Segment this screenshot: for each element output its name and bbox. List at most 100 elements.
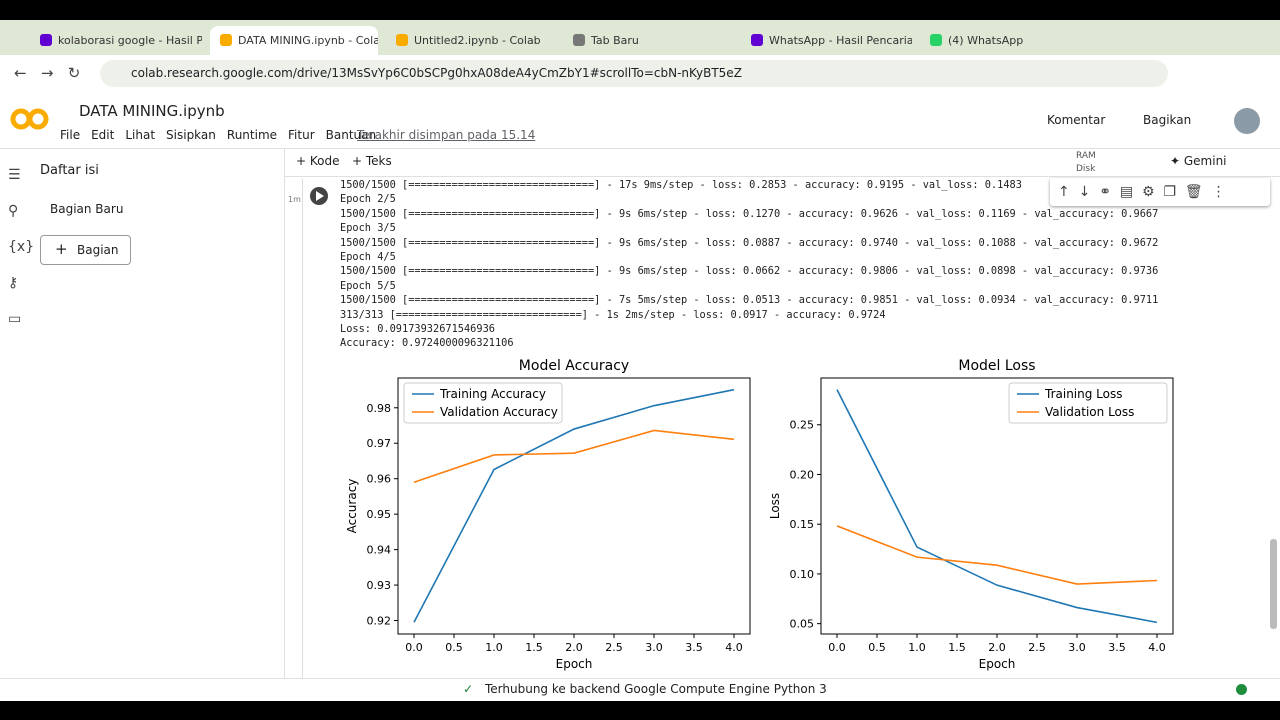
menu-item[interactable]: Lihat <box>125 128 156 142</box>
omnibox[interactable]: colab.research.google.com/drive/13MsSvYp… <box>100 60 1168 87</box>
x-tick-label: 4.0 <box>725 641 743 654</box>
tab[interactable]: WhatsApp - Hasil Pencaria <box>741 26 912 50</box>
plus-icon: + <box>55 240 68 258</box>
cell-border <box>302 179 303 678</box>
add-text-label: Teks <box>365 154 392 168</box>
menu-item[interactable]: Edit <box>91 128 115 142</box>
output-line: 1500/1500 [=============================… <box>340 236 1159 249</box>
tab-icon <box>40 34 52 46</box>
x-tick-label: 0.5 <box>445 641 463 654</box>
tab-title: DATA MINING.ipynb - Cola <box>238 34 378 47</box>
check-icon: ✓ <box>463 682 474 696</box>
y-tick-label: 0.94 <box>367 544 392 557</box>
tab-icon <box>930 34 942 46</box>
divider <box>0 148 1280 149</box>
comment-button[interactable]: Komentar <box>1047 113 1106 127</box>
legend-label: Training Accuracy <box>439 387 546 401</box>
x-tick-label: 2.0 <box>565 641 583 654</box>
legend-box <box>1008 382 1168 424</box>
share-button[interactable]: Bagikan <box>1143 113 1192 127</box>
add-text[interactable]: + Teks <box>352 154 392 168</box>
output-line: Accuracy: 0.9724000096321106 <box>340 337 514 350</box>
tab-icon <box>396 34 408 46</box>
tab-title: kolaborasi google - Hasil P <box>58 34 202 47</box>
y-tick-label: 0.93 <box>367 579 392 592</box>
tab[interactable]: Untitled2.ipynb - Colab <box>386 26 555 50</box>
line-series <box>836 525 1158 585</box>
status-dot <box>1236 684 1247 695</box>
menu-item[interactable]: Sisipkan <box>166 128 216 142</box>
scrollbar[interactable] <box>1270 539 1277 629</box>
add-section[interactable]: Bagian + <box>40 235 131 265</box>
output-line: Loss: 0.09173932671546936 <box>340 323 495 336</box>
x-tick-label: 1.0 <box>485 641 503 654</box>
avatar[interactable] <box>1234 108 1260 134</box>
plot-frame <box>820 377 1174 635</box>
run-button[interactable] <box>308 185 330 207</box>
menu-item[interactable]: Runtime <box>226 128 278 142</box>
output-line: 1500/1500 [=============================… <box>340 179 1022 191</box>
y-tick-label: 0.96 <box>367 473 392 486</box>
tab[interactable]: kolaborasi google - Hasil P <box>30 26 202 50</box>
tab-icon <box>751 34 763 46</box>
cell-toolbar[interactable]: ↑ ↓ ⚭ ▤ ⚙ ❐ 🗑 ⋮ <box>1050 178 1270 206</box>
disk: Disk <box>1076 164 1096 174</box>
tab-icon <box>220 34 232 46</box>
y-tick-label: 0.20 <box>790 468 815 481</box>
x-axis-label: Epoch <box>556 657 593 671</box>
tab[interactable]: DATA MINING.ipynb - Cola <box>210 26 378 55</box>
y-tick-label: 0.97 <box>367 437 392 450</box>
output-line: Epoch 5/5 <box>340 279 396 292</box>
saved-status[interactable]: Terakhir disimpan pada 15.14 <box>357 128 536 142</box>
x-tick-label: 4.0 <box>1148 641 1166 654</box>
x-tick-label: 1.5 <box>948 641 966 654</box>
add-section-label: Bagian <box>77 243 119 257</box>
url: colab.research.google.com/drive/13MsSvYp… <box>131 66 742 80</box>
sidebar: Daftar isi Bagian Baru Bagian + ☰ ⚲ {x} ⚷ ▭ <box>0 149 285 678</box>
tab-icon <box>573 34 585 46</box>
y-tick-label: 0.92 <box>367 615 392 628</box>
notebook-title[interactable]: DATA MINING.ipynb <box>79 102 225 120</box>
x-tick-label: 1.5 <box>525 641 543 654</box>
tab[interactable]: Tab Baru <box>563 26 733 50</box>
resources[interactable]: RAM Disk <box>1076 150 1096 176</box>
gemini-label: Gemini <box>1183 154 1227 168</box>
address-bar-row: ← → ↻ colab.research.google.com/drive/13… <box>0 55 1280 93</box>
tab[interactable]: (4) WhatsApp <box>920 26 1089 50</box>
tab-title: (4) WhatsApp <box>948 34 1024 47</box>
y-tick-label: 0.10 <box>790 568 815 581</box>
menu: File Edit Lihat Sisipkan Runtime Fitur Bantuan <box>60 128 376 142</box>
colab-logo <box>10 108 49 130</box>
x-tick-label: 3.5 <box>1108 641 1126 654</box>
x-tick-label: 1.0 <box>908 641 926 654</box>
tab-title: Tab Baru <box>591 34 639 47</box>
line-series <box>836 389 1158 624</box>
ram: RAM <box>1076 151 1096 161</box>
status-text: Terhubung ke backend Google Compute Engi… <box>485 682 827 696</box>
y-tick-label: 0.15 <box>790 518 815 531</box>
x-tick-label: 0.5 <box>868 641 886 654</box>
tab-strip: kolaborasi google - Hasil P DATA MINING.i… <box>0 20 1280 55</box>
nav-buttons[interactable]: ← → ↻ <box>14 64 81 82</box>
output-line: Epoch 4/5 <box>340 251 396 264</box>
y-axis-label: Accuracy <box>345 479 359 534</box>
x-tick-label: 2.0 <box>988 641 1006 654</box>
tab-title: Untitled2.ipynb - Colab <box>414 34 541 47</box>
add-code[interactable]: + Kode <box>296 154 340 168</box>
y-tick-label: 0.05 <box>790 618 815 631</box>
sidebar-title: Daftar isi <box>40 163 99 178</box>
x-tick-label: 2.5 <box>1028 641 1046 654</box>
gemini-button[interactable]: ✦ Gemini <box>1170 154 1227 168</box>
y-tick-label: 0.95 <box>367 508 392 521</box>
x-tick-label: 3.0 <box>1068 641 1086 654</box>
exec-time: 1m <box>288 195 301 204</box>
menu-item[interactable]: File <box>60 128 81 142</box>
output-line: Epoch 3/5 <box>340 222 396 235</box>
menu-item[interactable]: Bantuan <box>325 128 377 142</box>
status-bar: ✓ Terhubung ke backend Google Compute En… <box>0 678 1280 701</box>
output-line: 1500/1500 [=============================… <box>340 294 1159 307</box>
legend-box <box>403 382 563 424</box>
toc-item[interactable]: Bagian Baru <box>50 202 124 216</box>
menu-item[interactable]: Fitur <box>288 128 315 142</box>
